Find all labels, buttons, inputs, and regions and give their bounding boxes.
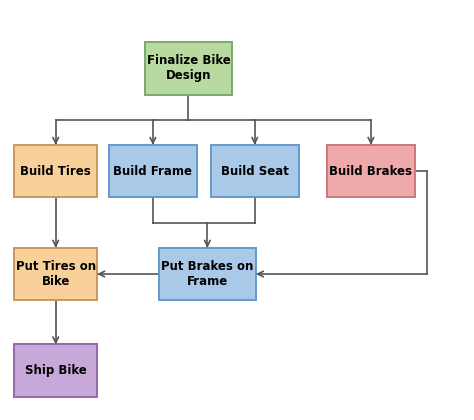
- FancyBboxPatch shape: [159, 248, 256, 300]
- FancyBboxPatch shape: [211, 145, 299, 197]
- Text: Build Seat: Build Seat: [221, 165, 289, 178]
- Text: Ship Bike: Ship Bike: [25, 364, 87, 377]
- FancyBboxPatch shape: [14, 248, 97, 300]
- FancyBboxPatch shape: [14, 145, 97, 197]
- Text: Build Brakes: Build Brakes: [329, 165, 412, 178]
- Text: Finalize Bike
Design: Finalize Bike Design: [146, 54, 230, 82]
- Text: Build Tires: Build Tires: [20, 165, 91, 178]
- FancyBboxPatch shape: [145, 42, 232, 94]
- FancyBboxPatch shape: [14, 344, 97, 397]
- Text: Put Brakes on
Frame: Put Brakes on Frame: [161, 260, 254, 288]
- FancyBboxPatch shape: [109, 145, 197, 197]
- Text: Build Frame: Build Frame: [113, 165, 192, 178]
- Text: Put Tires on
Bike: Put Tires on Bike: [16, 260, 96, 288]
- FancyBboxPatch shape: [327, 145, 415, 197]
